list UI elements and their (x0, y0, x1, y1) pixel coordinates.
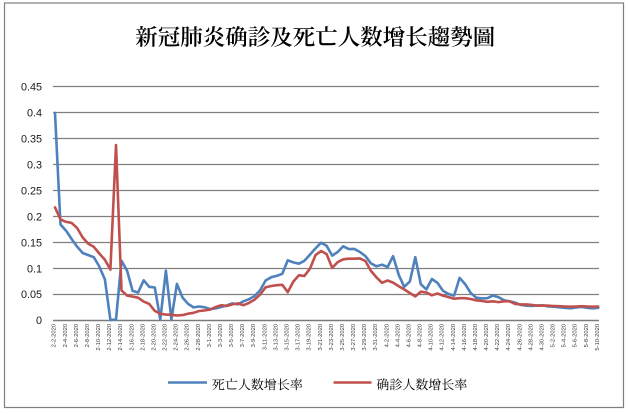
svg-text:4-4-2020: 4-4-2020 (395, 323, 401, 347)
svg-text:3-19-2020: 3-19-2020 (307, 323, 313, 351)
svg-text:2-12-2020: 2-12-2020 (107, 323, 113, 351)
svg-text:2-2-2020: 2-2-2020 (52, 323, 58, 347)
svg-text:3-7-2020: 3-7-2020 (240, 323, 246, 347)
svg-text:0.2: 0.2 (27, 211, 42, 223)
svg-text:4-20-2020: 4-20-2020 (484, 323, 490, 351)
svg-text:3-17-2020: 3-17-2020 (296, 323, 302, 351)
svg-text:3-11-2020: 3-11-2020 (262, 323, 268, 350)
svg-text:2-16-2020: 2-16-2020 (129, 323, 135, 351)
svg-text:3-9-2020: 3-9-2020 (251, 323, 257, 347)
svg-text:5-8-2020: 5-8-2020 (584, 323, 590, 347)
svg-text:0.4: 0.4 (27, 108, 42, 120)
svg-text:2-4-2020: 2-4-2020 (63, 323, 69, 347)
svg-text:3-3-2020: 3-3-2020 (218, 323, 224, 347)
svg-text:2-22-2020: 2-22-2020 (163, 323, 169, 351)
svg-text:4-22-2020: 4-22-2020 (495, 323, 501, 351)
svg-text:3-23-2020: 3-23-2020 (329, 323, 335, 351)
svg-text:3-21-2020: 3-21-2020 (318, 323, 324, 351)
svg-text:4-6-2020: 4-6-2020 (407, 323, 413, 347)
svg-text:4-2-2020: 4-2-2020 (384, 323, 390, 347)
svg-text:0.35: 0.35 (21, 134, 42, 146)
svg-text:5-2-2020: 5-2-2020 (551, 323, 557, 347)
svg-text:3-29-2020: 3-29-2020 (362, 323, 368, 351)
svg-text:3-13-2020: 3-13-2020 (273, 323, 279, 351)
svg-text:3-25-2020: 3-25-2020 (340, 323, 346, 351)
svg-text:4-24-2020: 4-24-2020 (506, 323, 512, 351)
svg-text:2-24-2020: 2-24-2020 (174, 323, 180, 351)
svg-text:5-4-2020: 5-4-2020 (562, 323, 568, 347)
svg-text:3-5-2020: 3-5-2020 (229, 323, 235, 347)
svg-text:4-12-2020: 4-12-2020 (440, 323, 446, 351)
svg-text:3-31-2020: 3-31-2020 (373, 323, 379, 351)
svg-text:2-8-2020: 2-8-2020 (85, 323, 91, 347)
svg-text:2-26-2020: 2-26-2020 (185, 323, 191, 351)
svg-text:5-10-2020: 5-10-2020 (595, 323, 601, 351)
svg-text:0.3: 0.3 (27, 160, 42, 172)
svg-text:0.45: 0.45 (21, 82, 42, 94)
svg-text:0.15: 0.15 (21, 237, 42, 249)
svg-text:2-18-2020: 2-18-2020 (140, 323, 146, 351)
svg-text:4-16-2020: 4-16-2020 (462, 323, 468, 351)
svg-text:2-28-2020: 2-28-2020 (196, 323, 202, 351)
svg-text:4-28-2020: 4-28-2020 (528, 323, 534, 351)
svg-text:0: 0 (36, 315, 42, 327)
svg-text:0.05: 0.05 (21, 289, 42, 301)
svg-text:4-18-2020: 4-18-2020 (473, 323, 479, 351)
svg-text:4-26-2020: 4-26-2020 (517, 323, 523, 351)
svg-text:0.25: 0.25 (21, 185, 42, 197)
svg-text:4-14-2020: 4-14-2020 (451, 323, 457, 351)
svg-text:4-8-2020: 4-8-2020 (418, 323, 424, 347)
svg-text:5-6-2020: 5-6-2020 (573, 323, 579, 347)
svg-text:4-10-2020: 4-10-2020 (429, 323, 435, 351)
svg-text:2-14-2020: 2-14-2020 (118, 323, 124, 351)
svg-text:2-20-2020: 2-20-2020 (152, 323, 158, 351)
svg-text:2-10-2020: 2-10-2020 (96, 323, 102, 351)
svg-text:0.1: 0.1 (27, 263, 42, 275)
svg-text:3-1-2020: 3-1-2020 (207, 323, 213, 347)
svg-text:2-6-2020: 2-6-2020 (74, 323, 80, 347)
svg-text:3-27-2020: 3-27-2020 (351, 323, 357, 351)
svg-text:4-30-2020: 4-30-2020 (540, 323, 546, 351)
svg-text:3-15-2020: 3-15-2020 (285, 323, 291, 351)
